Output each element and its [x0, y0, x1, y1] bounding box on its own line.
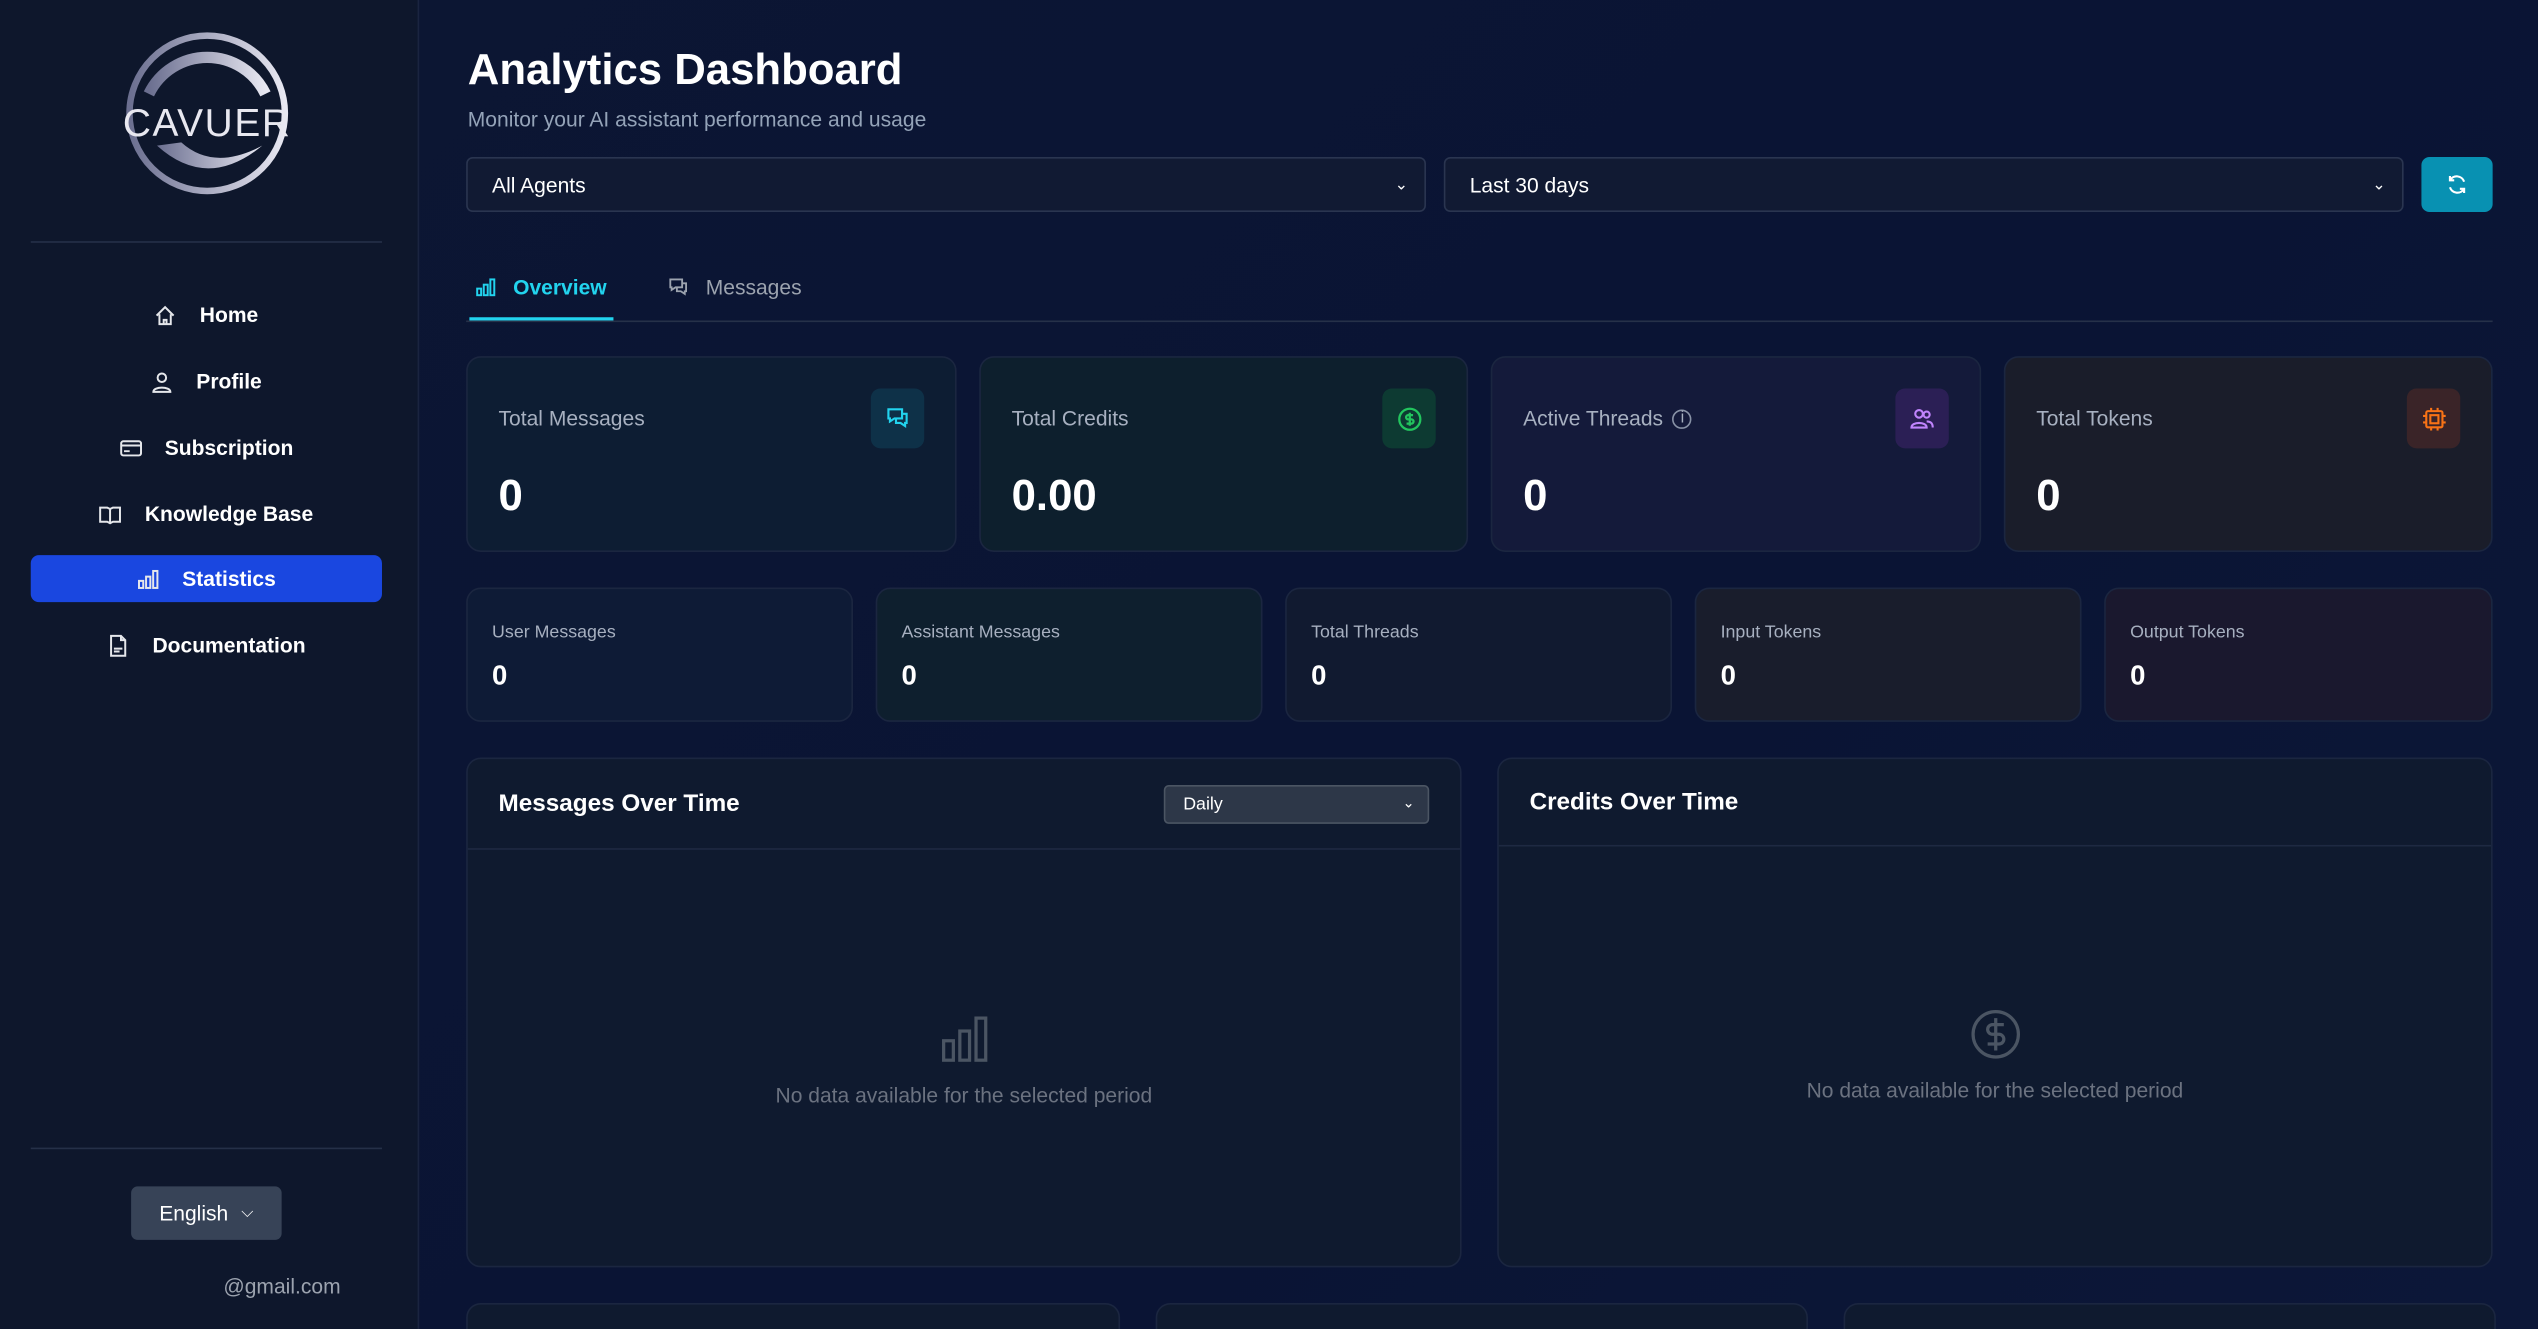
- sidebar-item-home[interactable]: Home: [31, 291, 382, 338]
- chevron-down-icon: ⌄: [1402, 794, 1415, 811]
- sidebar-item-statistics[interactable]: Statistics: [30, 555, 382, 603]
- refresh-button[interactable]: [2421, 157, 2493, 213]
- language-selector[interactable]: English ⌵: [131, 1186, 282, 1240]
- sidebar-item-subscription[interactable]: Subscription: [31, 424, 382, 471]
- chart-panel: [1843, 1302, 2496, 1329]
- stat-card-total-tokens: Total Tokens 0: [2003, 356, 2493, 552]
- chevron-down-icon: ⌄: [2372, 175, 2386, 194]
- stat-card-output-tokens: Output Tokens 0: [2104, 587, 2493, 722]
- bar-chart-icon: [137, 569, 158, 589]
- chart-panel: [466, 1302, 1121, 1329]
- stat-card-total-messages: Total Messages 0: [466, 356, 957, 552]
- page-subtitle: Monitor your AI assistant performance an…: [467, 106, 927, 132]
- stat-card-user-messages: User Messages 0: [466, 587, 854, 722]
- panel-title: Messages Over Time: [498, 789, 740, 818]
- stat-card-total-credits: Total Credits 0.00: [979, 356, 1469, 552]
- svg-text:CAVUER: CAVUER: [123, 102, 292, 145]
- chart-panel: [1155, 1302, 1808, 1329]
- users-icon: [1895, 388, 1949, 449]
- cpu-icon: [2406, 388, 2461, 449]
- refresh-icon: [2448, 175, 2466, 194]
- panel-title: Credits Over Time: [1529, 788, 1739, 816]
- chat-icon: [870, 388, 925, 449]
- file-icon: [110, 634, 127, 656]
- divider: [30, 1147, 382, 1150]
- tab-bar: Overview Messages: [466, 256, 2493, 323]
- user-icon: [152, 371, 172, 393]
- sidebar-item-knowledge-base[interactable]: Knowledge Base: [31, 490, 382, 537]
- dollar-icon: [1382, 388, 1436, 449]
- divider: [30, 241, 382, 243]
- stat-card-total-threads: Total Threads 0: [1285, 587, 1673, 722]
- credits-over-time-panel: Credits Over Time No data available for …: [1497, 757, 2493, 1268]
- page-title: Analytics Dashboard: [467, 45, 903, 94]
- agent-select[interactable]: All Agents ⌄: [466, 157, 1426, 213]
- sidebar-item-profile[interactable]: Profile: [31, 358, 382, 405]
- user-email: @gmail.com: [223, 1273, 341, 1299]
- interval-select[interactable]: Daily ⌄: [1163, 784, 1430, 824]
- chevron-down-icon: ⌵: [241, 1204, 254, 1223]
- credit-card-icon: [119, 439, 142, 456]
- info-icon[interactable]: i: [1672, 408, 1693, 429]
- stat-card-input-tokens: Input Tokens 0: [1694, 587, 2082, 722]
- chevron-down-icon: ⌄: [1394, 175, 1409, 194]
- book-icon: [99, 505, 122, 524]
- tab-overview[interactable]: Overview: [469, 256, 614, 321]
- empty-state-text: No data available for the selected perio…: [1806, 1077, 2184, 1103]
- period-select[interactable]: Last 30 days ⌄: [1443, 157, 2404, 213]
- sidebar-item-documentation[interactable]: Documentation: [31, 622, 382, 669]
- cavuer-logo: CAVUER: [123, 32, 292, 195]
- empty-state-text: No data available for the selected perio…: [775, 1082, 1153, 1108]
- dollar-icon: [1971, 1010, 2021, 1059]
- sidebar: CAVUER Home Profile Subscription Knowled…: [0, 0, 420, 1329]
- bar-chart-icon: [476, 277, 496, 296]
- stat-card-active-threads: Active Threads i 0: [1490, 356, 1982, 552]
- messages-over-time-panel: Messages Over Time Daily ⌄ No data availab…: [466, 757, 1462, 1268]
- home-icon: [156, 304, 176, 325]
- chat-icon: [669, 277, 688, 295]
- tab-messages[interactable]: Messages: [660, 256, 808, 318]
- stat-card-assistant-messages: Assistant Messages 0: [875, 587, 1263, 722]
- bar-chart-icon: [942, 1016, 988, 1062]
